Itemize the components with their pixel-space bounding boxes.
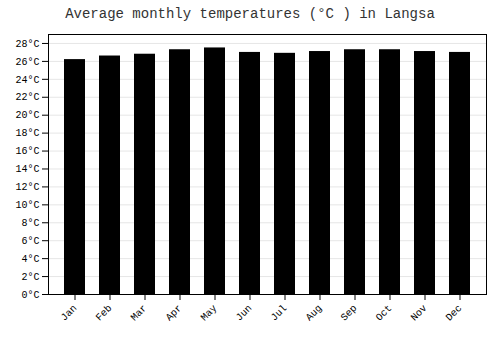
- svg-text:4°C: 4°C: [21, 254, 39, 265]
- svg-text:Aug: Aug: [304, 303, 325, 324]
- svg-text:Jun: Jun: [234, 303, 255, 324]
- svg-text:Sep: Sep: [339, 303, 360, 324]
- svg-text:8°C: 8°C: [21, 218, 39, 229]
- svg-text:6°C: 6°C: [21, 236, 39, 247]
- svg-text:Jul: Jul: [269, 303, 290, 324]
- svg-text:0°C: 0°C: [21, 290, 39, 301]
- svg-text:2°C: 2°C: [21, 272, 39, 283]
- svg-text:12°C: 12°C: [15, 182, 39, 193]
- svg-text:Apr: Apr: [164, 303, 185, 324]
- svg-text:18°C: 18°C: [15, 128, 39, 139]
- svg-text:26°C: 26°C: [15, 57, 39, 68]
- svg-text:16°C: 16°C: [15, 146, 39, 157]
- svg-text:Nov: Nov: [409, 303, 430, 324]
- svg-text:24°C: 24°C: [15, 75, 39, 86]
- svg-text:28°C: 28°C: [15, 39, 39, 50]
- svg-text:14°C: 14°C: [15, 164, 39, 175]
- html-text:Average monthly temperatures (: Average monthly temperatures (°C ) in La…: [65, 6, 435, 22]
- svg-text:Jan: Jan: [59, 303, 80, 324]
- svg-text:20°C: 20°C: [15, 110, 39, 121]
- svg-text:Dec: Dec: [444, 303, 465, 324]
- svg-text:May: May: [199, 303, 220, 324]
- svg-text:Oct: Oct: [374, 303, 395, 324]
- svg-text:Mar: Mar: [129, 303, 150, 324]
- svg-text:10°C: 10°C: [15, 200, 39, 211]
- svg-text:Feb: Feb: [94, 303, 115, 324]
- svg-text:22°C: 22°C: [15, 92, 39, 103]
